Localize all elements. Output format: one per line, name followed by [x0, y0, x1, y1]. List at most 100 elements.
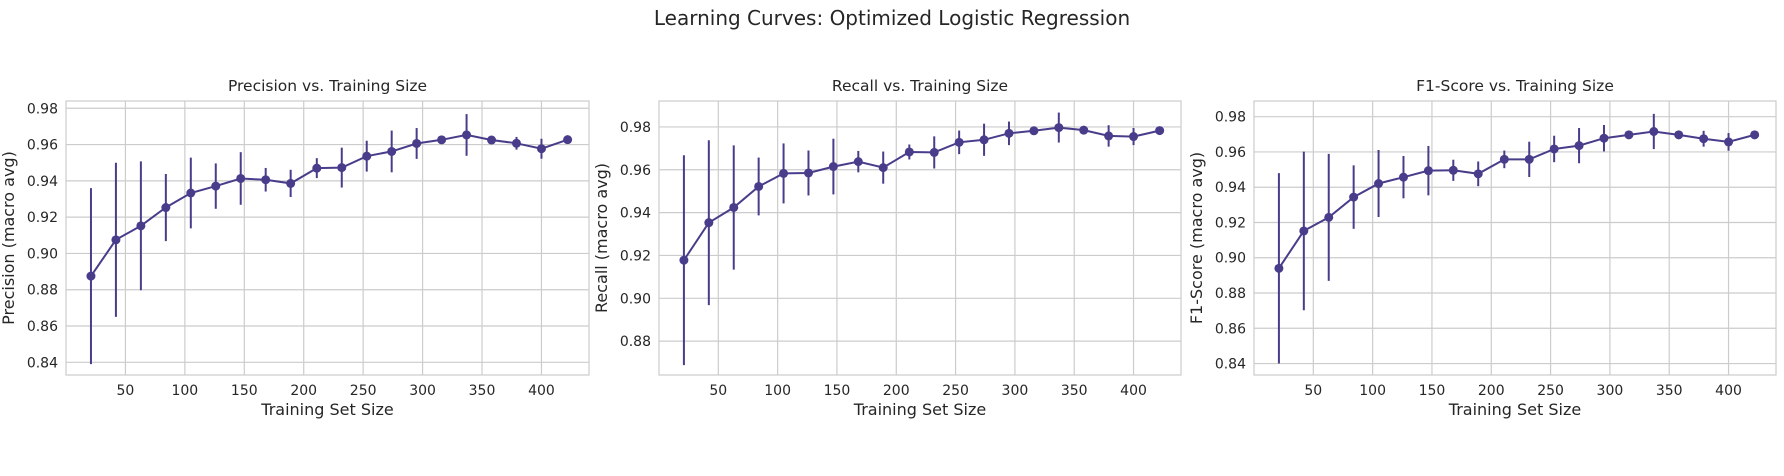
recall-data-point	[1004, 128, 1014, 138]
recall-data-point	[1054, 123, 1064, 133]
f1-score-y-axis-label: F1-Score (macro avg)	[1187, 152, 1206, 324]
recall-data-point	[1129, 132, 1139, 142]
recall-x-tick-label: 150	[824, 383, 851, 399]
precision-data-point	[563, 135, 573, 145]
f1-score-data-point	[1574, 141, 1584, 151]
f1-score-data-point	[1274, 263, 1284, 273]
precision-y-tick-label: 0.96	[27, 138, 58, 154]
precision-y-axis-label: Precision (macro avg)	[0, 151, 18, 325]
precision-y-tick-label: 0.84	[27, 355, 58, 371]
precision-x-tick-label: 150	[231, 383, 258, 399]
precision-data-point	[337, 163, 347, 173]
f1-score-chart-title: F1-Score vs. Training Size	[1416, 77, 1614, 95]
f1-score-data-point	[1423, 166, 1433, 176]
precision-data-point	[462, 130, 472, 140]
recall-data-point	[803, 168, 813, 178]
f1-score-y-tick-label: 0.94	[1215, 180, 1246, 196]
recall-x-tick-label: 300	[1002, 383, 1029, 399]
recall-chart-title: Recall vs. Training Size	[832, 77, 1008, 95]
precision-y-tick-label: 0.88	[27, 283, 58, 299]
recall-data-point	[904, 147, 914, 157]
f1-score-x-tick-label: 400	[1715, 383, 1742, 399]
f1-score-data-point	[1699, 134, 1709, 144]
f1-score-data-point	[1499, 154, 1509, 164]
recall-data-point	[1155, 126, 1165, 136]
precision-data-point	[236, 173, 246, 183]
precision-data-point	[511, 138, 521, 148]
precision-data-point	[286, 178, 296, 188]
recall-data-point	[1079, 125, 1089, 135]
f1-score-x-tick-label: 200	[1478, 383, 1505, 399]
precision-data-point	[261, 175, 271, 185]
recall-data-point	[954, 137, 964, 147]
recall-data-point	[878, 163, 888, 173]
recall-y-tick-label: 0.88	[620, 334, 651, 350]
precision-data-point	[86, 271, 96, 281]
recall-x-tick-label: 400	[1120, 383, 1147, 399]
precision-data-point	[111, 235, 121, 245]
recall-y-tick-label: 0.94	[620, 206, 651, 222]
recall-data-point	[754, 181, 764, 191]
precision-x-tick-label: 300	[409, 383, 436, 399]
recall-data-point	[729, 202, 739, 212]
recall-x-tick-label: 100	[764, 383, 791, 399]
f1-score-y-tick-label: 0.86	[1215, 321, 1246, 337]
precision-y-tick-label: 0.94	[27, 174, 58, 190]
precision-data-point	[437, 135, 447, 145]
f1-score-y-tick-label: 0.92	[1215, 215, 1246, 231]
f1-score-x-tick-label: 350	[1656, 383, 1683, 399]
precision-y-tick-label: 0.98	[27, 101, 58, 117]
recall-x-tick-label: 200	[883, 383, 910, 399]
recall-y-tick-label: 0.92	[620, 248, 651, 264]
recall-data-point	[1104, 131, 1114, 141]
precision-data-point	[387, 146, 397, 156]
precision-x-tick-label: 400	[528, 383, 555, 399]
recall-x-tick-label: 250	[942, 383, 969, 399]
f1-score-data-point	[1349, 192, 1359, 202]
precision-x-axis-label: Training Set Size	[260, 400, 393, 419]
precision-data-point	[312, 163, 322, 173]
recall-x-tick-label: 50	[709, 383, 727, 399]
f1-score-x-tick-label: 100	[1359, 383, 1386, 399]
precision-y-tick-label: 0.92	[27, 210, 58, 226]
f1-score-y-tick-label: 0.88	[1215, 286, 1246, 302]
precision-y-tick-label: 0.86	[27, 319, 58, 335]
precision-x-tick-label: 350	[469, 383, 496, 399]
f1-score-y-tick-label: 0.98	[1215, 110, 1246, 126]
f1-score-y-tick-label: 0.90	[1215, 251, 1246, 267]
recall-y-tick-label: 0.90	[620, 291, 651, 307]
f1-score-data-point	[1624, 130, 1634, 140]
precision-data-point	[412, 138, 422, 148]
f1-score-x-tick-label: 300	[1597, 383, 1624, 399]
f1-score-data-point	[1473, 169, 1483, 179]
precision-data-point	[536, 144, 546, 154]
precision-plot-frame	[65, 100, 590, 376]
f1-score-data-point	[1674, 130, 1684, 140]
precision-data-point	[211, 181, 221, 191]
precision-data-point	[161, 203, 171, 213]
recall-data-point	[929, 147, 939, 157]
precision-y-tick-label: 0.90	[27, 246, 58, 262]
f1-score-data-point	[1324, 212, 1334, 222]
f1-score-x-axis-label: Training Set Size	[1448, 400, 1581, 419]
precision-data-point	[136, 221, 146, 231]
recall-data-point	[704, 218, 714, 228]
recall-y-tick-label: 0.96	[620, 163, 651, 179]
recall-data-point	[853, 157, 863, 167]
f1-score-y-tick-label: 0.96	[1215, 145, 1246, 161]
recall-data-point	[1029, 126, 1039, 136]
recall-data-point	[828, 162, 838, 172]
precision-x-tick-label: 100	[171, 383, 198, 399]
recall-plot-frame	[658, 100, 1182, 376]
figure-title: Learning Curves: Optimized Logistic Regr…	[653, 6, 1131, 30]
f1-score-x-tick-label: 50	[1304, 383, 1322, 399]
recall-x-tick-label: 350	[1061, 383, 1088, 399]
f1-score-x-tick-label: 250	[1537, 383, 1564, 399]
recall-data-point	[979, 135, 989, 145]
precision-data-point	[186, 188, 196, 198]
f1-score-data-point	[1299, 226, 1309, 236]
f1-score-data-point	[1599, 133, 1609, 143]
f1-score-data-point	[1448, 165, 1458, 175]
